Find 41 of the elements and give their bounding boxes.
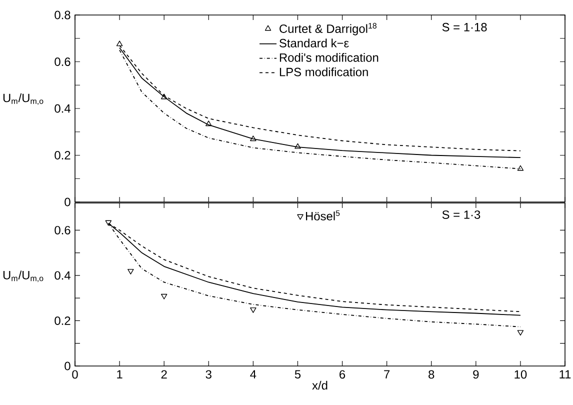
x-tick-label: 6: [340, 370, 346, 379]
x-tick-label: 1: [117, 370, 122, 378]
y-tick-label: 0.6: [54, 58, 70, 66]
x-tick-label: 4: [250, 370, 256, 378]
y-axis-title: U$_{m}$/U$_{m,o}$: [3, 93, 44, 105]
annotation: S = 1·3: [442, 210, 480, 219]
legend-label: Standard k−ε: [280, 38, 349, 48]
point: [517, 165, 524, 171]
x-tick-label: 11: [560, 370, 571, 378]
x-tick-label: 0: [72, 370, 78, 379]
y-tick-label: 0.2: [54, 316, 70, 325]
legend-label: LPS modification: [280, 67, 368, 76]
y-tick-label: 0.8: [54, 10, 70, 20]
legend-label: Rodi's modification: [280, 53, 378, 62]
y-tick-label: 0.2: [54, 151, 70, 160]
x-tick-label: 9: [473, 370, 479, 379]
y-tick-label: 0.4: [54, 271, 70, 280]
point: [250, 136, 256, 142]
point: [116, 40, 123, 46]
point: [128, 268, 134, 274]
x-tick-label: 7: [384, 370, 390, 378]
legend-label: Hösel$^{5}$: [306, 210, 340, 220]
x-tick-label: 5: [294, 370, 301, 379]
point: [517, 330, 524, 336]
point: [206, 120, 212, 126]
annotation: S = 1·18: [442, 22, 487, 32]
y-tick-label: 0: [64, 362, 70, 370]
point: [250, 307, 256, 313]
point: [160, 94, 168, 100]
x-tick-label: 3: [206, 370, 212, 379]
x-axis-title: x/d: [312, 380, 328, 390]
point: [294, 143, 301, 149]
point: [160, 294, 168, 300]
y-tick-label: 0: [64, 198, 70, 206]
x-tick-label: 10: [514, 370, 527, 379]
y-tick-label: 0.6: [54, 226, 70, 234]
x-tick-label: 2: [161, 370, 167, 379]
y-axis-title: U$_{m}$/U$_{m,o}$: [3, 270, 44, 282]
x-tick-label: 8: [428, 370, 434, 379]
legend-label: Curtet & Darrigol$^{18}$: [280, 22, 377, 36]
y-tick-label: 0.4: [54, 104, 70, 113]
